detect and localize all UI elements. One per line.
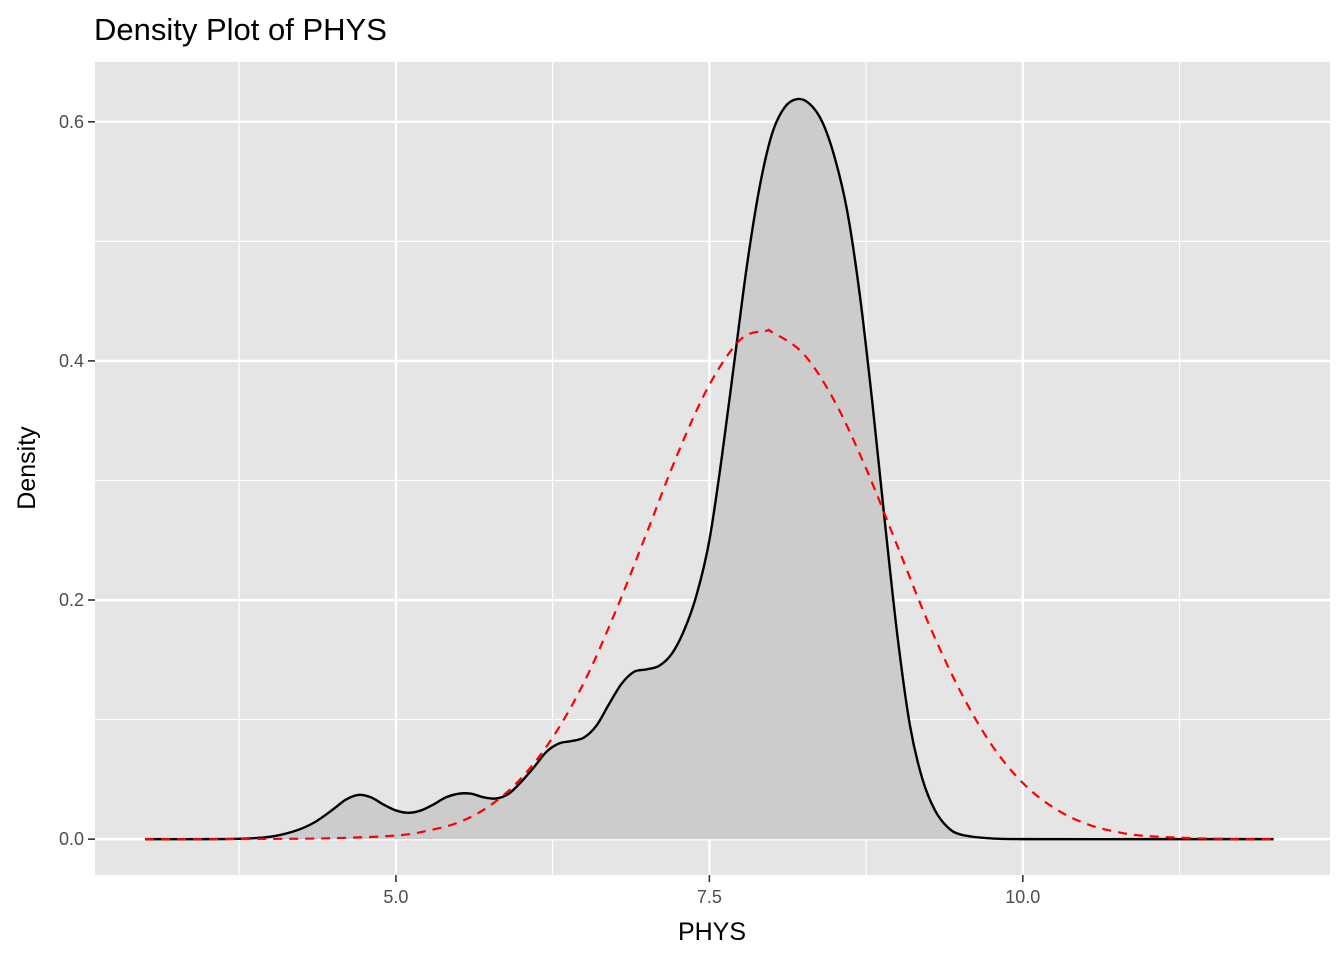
x-axis-title: PHYS	[678, 918, 746, 946]
x-tick-label: 5.0	[383, 887, 408, 907]
y-tick-label: 0.4	[59, 351, 84, 371]
y-tick-label: 0.6	[59, 112, 84, 132]
y-tick-label: 0.0	[59, 829, 84, 849]
y-axis-title: Density	[13, 426, 41, 510]
y-axis-ticks: 0.0 0.2 0.4 0.6	[59, 112, 95, 849]
x-tick-label: 7.5	[697, 887, 722, 907]
x-tick-label: 10.0	[1005, 887, 1040, 907]
y-tick-label: 0.2	[59, 590, 84, 610]
normal-curve	[145, 328, 1274, 841]
x-axis-ticks: 5.0 7.5 10.0	[383, 875, 1040, 907]
density-area	[145, 98, 1274, 840]
density-curve	[145, 97, 1274, 841]
chart-title: Density Plot of PHYS	[94, 12, 387, 47]
